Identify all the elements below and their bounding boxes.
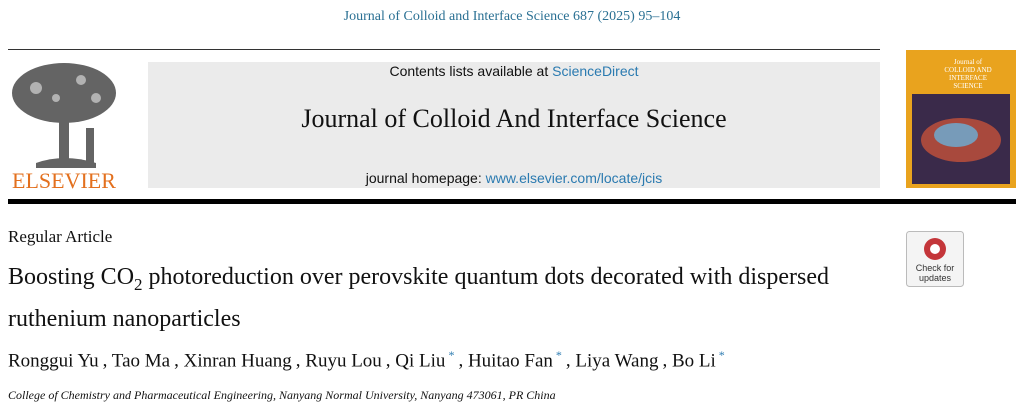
author-note: * — [555, 348, 562, 362]
author-list: Ronggui Yu, Tao Ma, Xinran Huang, Ruyu L… — [8, 348, 725, 372]
cover-text: COLLOID AND — [944, 66, 991, 74]
author-name: Ruyu Lou — [305, 350, 382, 372]
publisher-name: ELSEVIER — [12, 168, 116, 193]
article-type: Regular Article — [8, 227, 113, 246]
affiliation: College of Chemistry and Pharmaceutical … — [8, 388, 556, 402]
journal-title: Journal of Colloid And Interface Science — [301, 104, 727, 133]
author-separator: , — [102, 350, 108, 372]
author-separator: , — [385, 350, 391, 372]
contents-line: Contents lists available at ScienceDirec… — [148, 63, 880, 79]
author-separator: , — [458, 350, 464, 372]
author-note: * — [448, 348, 455, 362]
homepage-line: journal homepage: www.elsevier.com/locat… — [148, 170, 880, 186]
author-separator: , — [295, 350, 301, 372]
author-separator: , — [662, 350, 668, 372]
title-subscript: 2 — [134, 274, 143, 294]
author-separator: , — [565, 350, 571, 372]
author-separator: , — [174, 350, 179, 372]
author-note: * — [718, 348, 725, 362]
author-name: Huitao Fan — [467, 350, 553, 372]
citation: Journal of Colloid and Interface Science… — [343, 9, 681, 24]
cover-text: SCIENCE — [953, 82, 982, 90]
homepage-link[interactable]: www.elsevier.com/locate/jcis — [485, 170, 663, 186]
contents-prefix: Contents lists available at — [389, 63, 549, 79]
cover-text: Journal of — [954, 58, 983, 66]
thick-rule — [8, 199, 1016, 204]
cover-text: INTERFACE — [949, 74, 987, 82]
badge-text: updates — [919, 273, 952, 283]
title-text: photoreduction over perovskite quantum d… — [8, 264, 830, 332]
author-name: Tao Ma — [111, 350, 171, 372]
publisher-logo: ELSEVIER — [12, 63, 116, 193]
homepage-label: journal homepage: — [365, 170, 482, 186]
rule — [8, 49, 880, 50]
title-text: Boosting CO — [8, 264, 135, 290]
author-name: Ronggui Yu — [8, 350, 99, 372]
check-updates-badge[interactable]: Check for updates — [906, 231, 964, 287]
article-title: Boosting CO2 photoreduction over perovsk… — [8, 260, 888, 336]
author-name: Bo Li — [671, 350, 716, 372]
author-name: Liya Wang — [575, 350, 659, 372]
journal-banner: Contents lists available at ScienceDirec… — [148, 62, 880, 188]
author-name: Qi Liu — [395, 350, 446, 372]
author-name: Xinran Huang — [183, 350, 292, 372]
badge-text: Check for — [916, 263, 955, 273]
journal-cover: Journal of COLLOID AND INTERFACE SCIENCE — [906, 50, 1016, 188]
sciencedirect-link[interactable]: ScienceDirect — [552, 63, 639, 79]
